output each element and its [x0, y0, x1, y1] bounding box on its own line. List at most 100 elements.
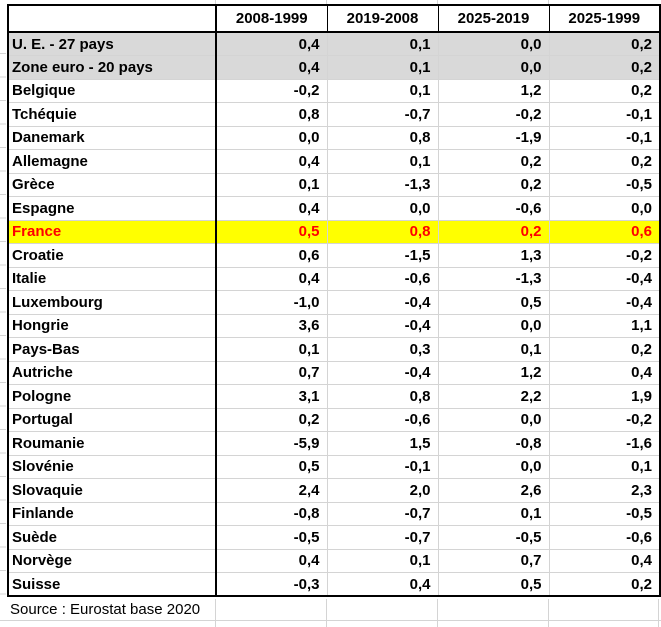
value-cell[interactable]: 0,1 [327, 32, 439, 56]
value-cell[interactable]: -0,4 [327, 361, 439, 385]
value-cell[interactable]: -0,4 [549, 290, 660, 315]
value-cell[interactable]: 0,5 [438, 572, 550, 596]
row-label[interactable]: Danemark [8, 126, 217, 150]
value-cell[interactable]: 0,8 [327, 220, 439, 244]
value-cell[interactable]: 0,1 [327, 149, 439, 174]
value-cell[interactable]: 1,2 [438, 79, 550, 103]
value-cell[interactable]: 0,0 [438, 455, 550, 479]
row-label[interactable]: Portugal [8, 408, 217, 432]
row-label[interactable]: Zone euro - 20 pays [8, 55, 217, 80]
value-cell[interactable]: -0,5 [549, 502, 660, 526]
row-label[interactable]: Suède [8, 525, 217, 550]
value-cell[interactable]: -1,9 [438, 126, 550, 150]
value-cell[interactable]: -0,3 [216, 572, 328, 596]
value-cell[interactable]: 0,2 [438, 173, 550, 197]
value-cell[interactable]: 0,0 [327, 196, 439, 221]
value-cell[interactable]: 0,0 [438, 408, 550, 432]
value-cell[interactable]: -0,7 [327, 102, 439, 127]
value-cell[interactable]: 0,5 [216, 220, 328, 244]
value-cell[interactable]: 0,8 [327, 126, 439, 150]
value-cell[interactable]: -0,6 [438, 196, 550, 221]
value-cell[interactable]: -0,1 [549, 102, 660, 127]
value-cell[interactable]: -0,2 [216, 79, 328, 103]
value-cell[interactable]: 0,4 [216, 267, 328, 291]
value-cell[interactable]: 0,2 [438, 149, 550, 174]
value-cell[interactable]: -0,6 [327, 408, 439, 432]
value-cell[interactable]: 0,1 [549, 455, 660, 479]
value-cell[interactable]: 0,6 [549, 220, 660, 244]
value-cell[interactable]: -0,4 [549, 267, 660, 291]
value-cell[interactable]: -0,1 [549, 126, 660, 150]
value-cell[interactable]: 0,7 [438, 549, 550, 573]
row-label[interactable]: Norvège [8, 549, 217, 573]
value-cell[interactable]: 0,2 [549, 55, 660, 80]
value-cell[interactable]: 0,7 [216, 361, 328, 385]
row-label[interactable]: Hongrie [8, 314, 217, 338]
row-label[interactable]: Roumanie [8, 431, 217, 456]
value-cell[interactable]: 0,1 [216, 337, 328, 362]
row-label[interactable]: Italie [8, 267, 217, 291]
row-label[interactable]: Slovénie [8, 455, 217, 479]
value-cell[interactable]: -5,9 [216, 431, 328, 456]
row-label[interactable]: U. E. - 27 pays [8, 32, 217, 56]
value-cell[interactable]: 0,8 [327, 384, 439, 409]
value-cell[interactable]: 0,4 [216, 196, 328, 221]
value-cell[interactable]: 0,3 [327, 337, 439, 362]
row-label[interactable]: Belgique [8, 79, 217, 103]
value-cell[interactable]: 0,5 [438, 290, 550, 315]
value-cell[interactable]: 0,1 [327, 79, 439, 103]
value-cell[interactable]: 0,0 [438, 55, 550, 80]
column-header[interactable]: 2008-1999 [216, 5, 328, 33]
row-label[interactable]: Slovaquie [8, 478, 217, 503]
row-label[interactable]: Allemagne [8, 149, 217, 174]
value-cell[interactable]: 2,2 [438, 384, 550, 409]
value-cell[interactable]: 0,4 [327, 572, 439, 596]
value-cell[interactable]: -0,1 [327, 455, 439, 479]
value-cell[interactable]: -0,2 [438, 102, 550, 127]
value-cell[interactable]: 0,4 [216, 55, 328, 80]
row-label[interactable]: Suisse [8, 572, 217, 596]
value-cell[interactable]: -0,8 [438, 431, 550, 456]
value-cell[interactable]: -0,4 [327, 290, 439, 315]
row-label[interactable]: Tchéquie [8, 102, 217, 127]
value-cell[interactable]: 0,4 [216, 149, 328, 174]
value-cell[interactable]: 0,4 [549, 549, 660, 573]
column-header[interactable]: 2019-2008 [327, 5, 439, 33]
value-cell[interactable]: 0,0 [438, 32, 550, 56]
value-cell[interactable]: 0,4 [216, 549, 328, 573]
value-cell[interactable]: 0,0 [216, 126, 328, 150]
row-label[interactable]: Luxembourg [8, 290, 217, 315]
value-cell[interactable]: 0,2 [549, 79, 660, 103]
row-label[interactable]: Autriche [8, 361, 217, 385]
value-cell[interactable]: 0,6 [216, 243, 328, 268]
value-cell[interactable]: 2,0 [327, 478, 439, 503]
row-label[interactable]: Finlande [8, 502, 217, 526]
value-cell[interactable]: -1,6 [549, 431, 660, 456]
value-cell[interactable]: 2,6 [438, 478, 550, 503]
value-cell[interactable]: 0,4 [549, 361, 660, 385]
value-cell[interactable]: -0,7 [327, 525, 439, 550]
value-cell[interactable]: 1,9 [549, 384, 660, 409]
column-header[interactable]: 2025-2019 [438, 5, 550, 33]
row-label[interactable]: Pologne [8, 384, 217, 409]
value-cell[interactable]: 0,8 [216, 102, 328, 127]
row-label[interactable]: Pays-Bas [8, 337, 217, 362]
value-cell[interactable]: -0,5 [549, 173, 660, 197]
value-cell[interactable]: -0,5 [438, 525, 550, 550]
row-label[interactable]: Croatie [8, 243, 217, 268]
value-cell[interactable]: -0,8 [216, 502, 328, 526]
value-cell[interactable]: -0,5 [216, 525, 328, 550]
value-cell[interactable]: 0,1 [216, 173, 328, 197]
value-cell[interactable]: 0,1 [327, 549, 439, 573]
value-cell[interactable]: 0,2 [438, 220, 550, 244]
value-cell[interactable]: 0,1 [327, 55, 439, 80]
value-cell[interactable]: 0,2 [216, 408, 328, 432]
value-cell[interactable]: 1,5 [327, 431, 439, 456]
value-cell[interactable]: -1,3 [327, 173, 439, 197]
value-cell[interactable]: -0,2 [549, 243, 660, 268]
value-cell[interactable]: -1,5 [327, 243, 439, 268]
value-cell[interactable]: 3,1 [216, 384, 328, 409]
row-label[interactable]: France [8, 220, 217, 244]
row-label[interactable]: Grèce [8, 173, 217, 197]
value-cell[interactable]: -0,7 [327, 502, 439, 526]
